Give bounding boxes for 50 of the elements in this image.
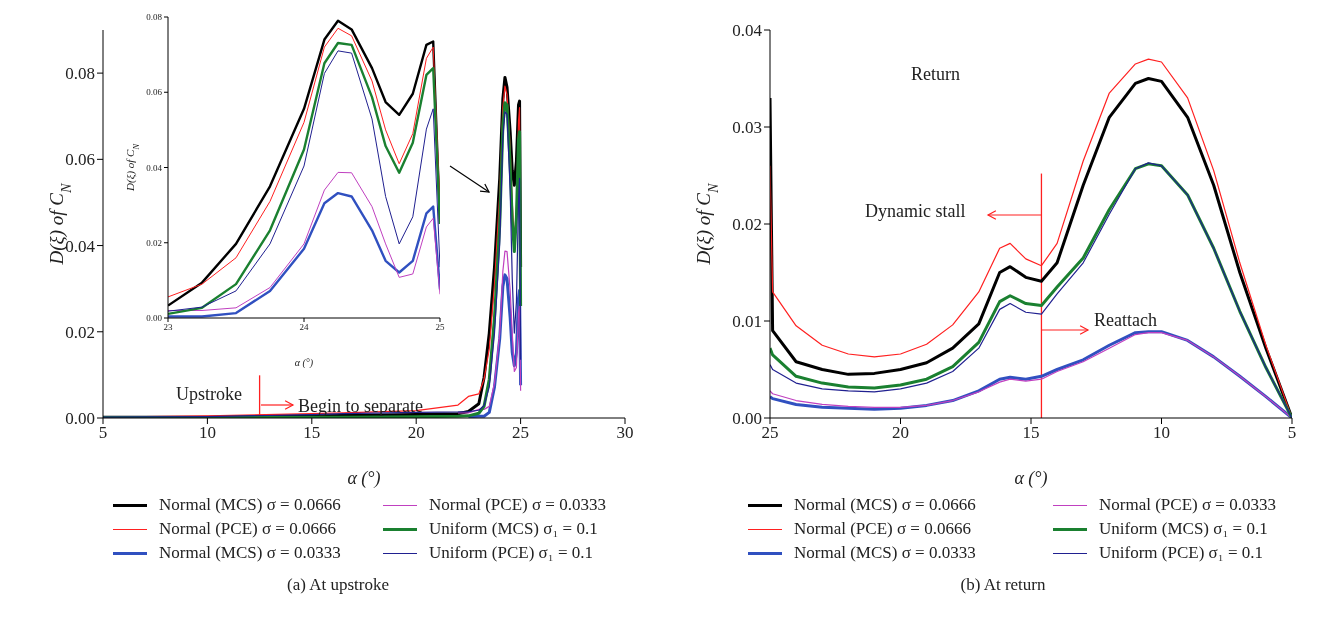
y-tick-label: 0.04	[732, 21, 763, 41]
x-tick-label: 5	[98, 423, 108, 443]
legend-label: Uniform (MCS) σ₁ = 0.1	[1099, 519, 1268, 539]
y-tick-label: 0.02	[146, 237, 162, 248]
x-tick-label: 20	[892, 423, 909, 443]
x-tick-label: 25	[512, 423, 530, 443]
x-tick-label: 15	[1022, 423, 1040, 443]
x-axis-title: α (°)	[294, 357, 314, 369]
y-tick-label: 0.03	[732, 118, 762, 138]
x-tick-label: 10	[1153, 423, 1170, 443]
y-tick-label: 0.00	[732, 409, 762, 429]
text: (a) At upstroke	[287, 575, 389, 594]
y-tick-label: 0.01	[732, 312, 762, 332]
annotation: Return	[911, 64, 960, 84]
x-tick-label: 23	[163, 322, 173, 333]
x-tick-label: 25	[761, 423, 779, 443]
x-tick-label: 20	[407, 423, 425, 443]
annotation: Dynamic stall	[865, 201, 966, 221]
y-tick-label: 0.04	[146, 162, 163, 173]
legend-label: Normal (MCS) σ = 0.0333	[794, 543, 976, 563]
legend-label: Uniform (MCS) σ₁ = 0.1	[429, 519, 598, 539]
legend-label: Normal (MCS) σ = 0.0666	[159, 495, 341, 515]
annotation: Reattach	[1094, 310, 1157, 330]
x-tick-label: 30	[616, 423, 634, 443]
x-tick-label: 15	[303, 423, 321, 443]
x-tick-label: 24	[299, 322, 309, 333]
annotation: Upstroke	[176, 384, 242, 404]
y-tick-label: 0.02	[65, 322, 95, 342]
text: (b) At return	[960, 575, 1046, 594]
legend-label: Normal (PCE) σ = 0.0333	[1099, 495, 1276, 515]
x-tick-label: 10	[198, 423, 216, 443]
y-tick-label: 0.06	[65, 150, 95, 170]
x-tick-label: 5	[1287, 423, 1297, 443]
annotation: Begin to separate	[298, 396, 423, 416]
legend-label: Normal (PCE) σ = 0.0666	[794, 519, 971, 539]
legend-label: Uniform (PCE) σ₁ = 0.1	[429, 543, 593, 563]
legend-label: Normal (MCS) σ = 0.0666	[794, 495, 976, 515]
legend-label: Normal (PCE) σ = 0.0333	[429, 495, 606, 515]
legend-label: Normal (PCE) σ = 0.0666	[159, 519, 336, 539]
y-tick-label: 0.00	[65, 409, 95, 429]
x-axis-title: α (°)	[347, 468, 381, 489]
y-tick-label: 0.02	[732, 215, 762, 235]
y-tick-label: 0.06	[146, 87, 163, 98]
y-tick-label: 0.08	[146, 12, 163, 23]
legend-label: Uniform (PCE) σ₁ = 0.1	[1099, 543, 1263, 563]
x-tick-label: 25	[435, 322, 445, 333]
y-tick-label: 0.00	[146, 313, 163, 324]
legend-label: Normal (MCS) σ = 0.0333	[159, 543, 341, 563]
y-tick-label: 0.08	[65, 64, 95, 84]
x-axis-title: α (°)	[1014, 468, 1048, 489]
